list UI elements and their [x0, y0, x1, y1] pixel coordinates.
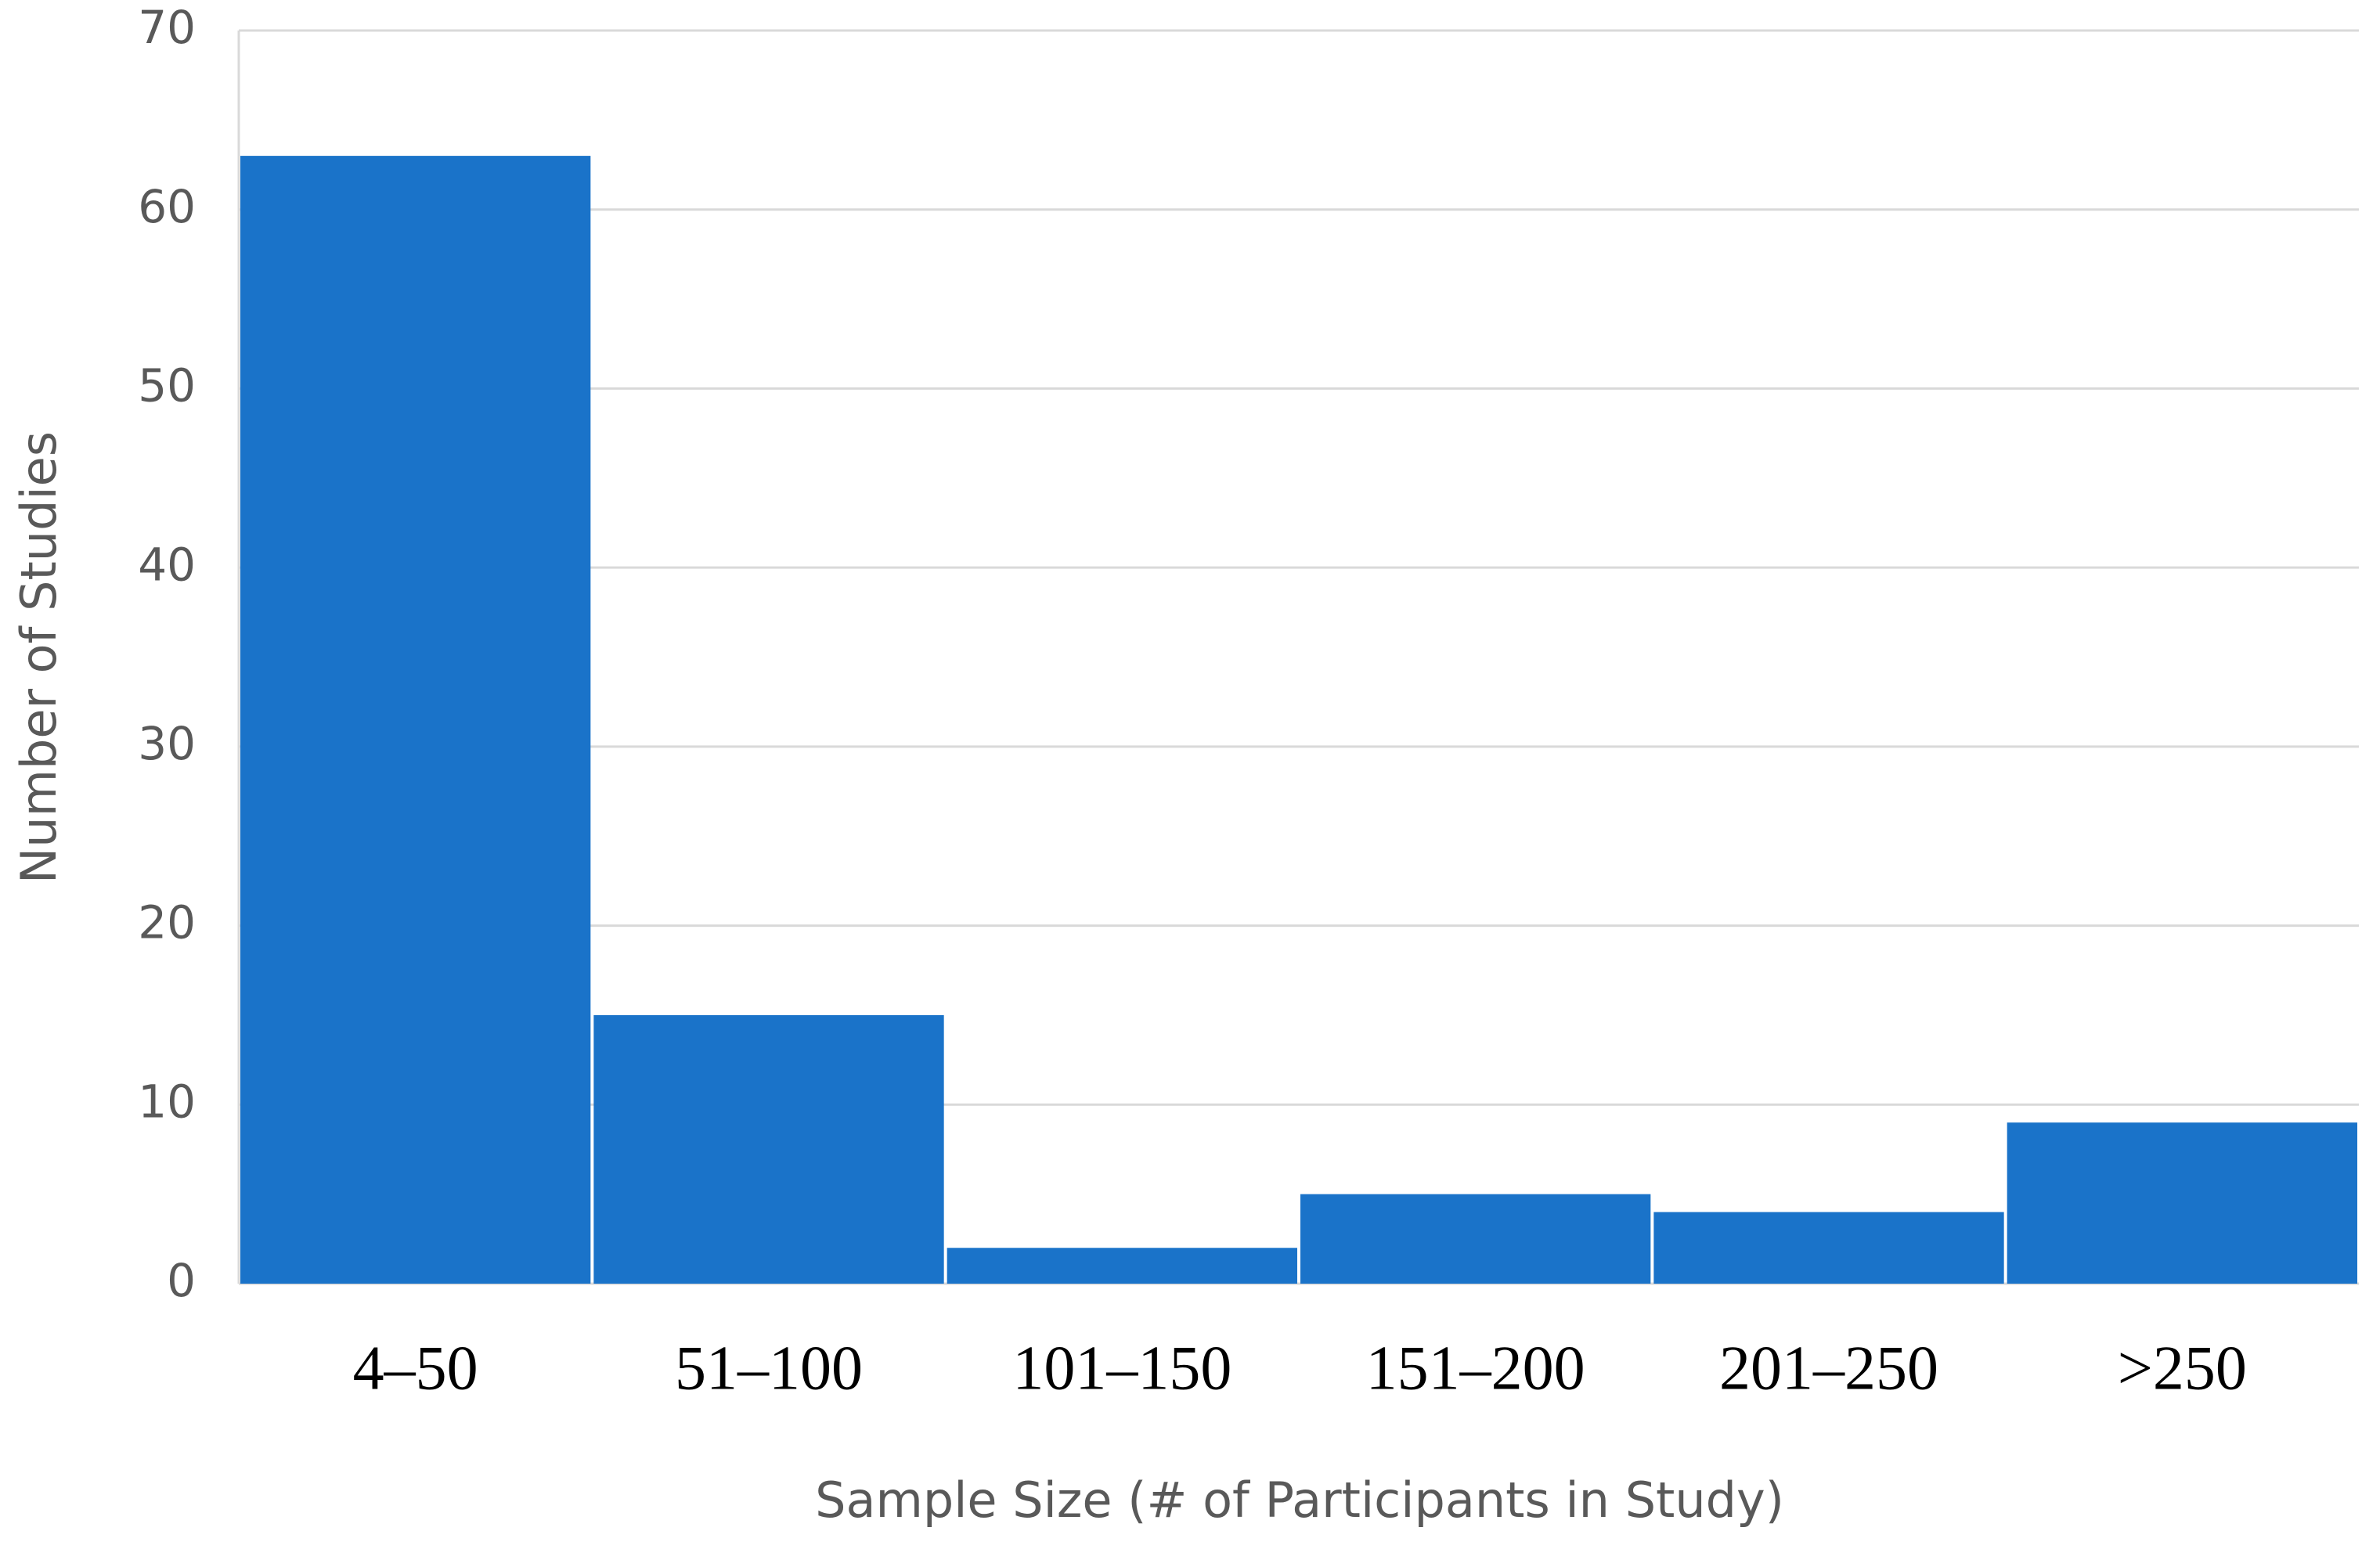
y-tick-label: 70: [138, 1, 196, 54]
y-tick-label: 60: [138, 180, 196, 233]
bar: [593, 1014, 944, 1284]
x-tick-label: 201–250: [1719, 1334, 1938, 1403]
y-tick-label: 20: [138, 896, 196, 949]
x-tick-label: 4–50: [353, 1334, 478, 1403]
x-tick-label: 101–150: [1012, 1334, 1231, 1403]
bar: [2007, 1122, 2357, 1284]
y-tick-label: 50: [138, 359, 196, 412]
x-tick-label: 51–100: [675, 1334, 863, 1403]
x-axis-title: Sample Size (# of Participants in Study): [815, 1472, 1784, 1529]
y-axis-title: Number of Studies: [10, 431, 67, 884]
y-tick-label: 10: [138, 1075, 196, 1128]
y-tick-label: 40: [138, 538, 196, 591]
x-tick-label: 151–200: [1366, 1334, 1585, 1403]
y-tick-label: 0: [167, 1254, 196, 1307]
x-tick-label: >250: [2118, 1334, 2247, 1403]
bar: [1300, 1194, 1651, 1284]
y-tick-label: 30: [138, 717, 196, 770]
bar: [947, 1248, 1297, 1284]
bar: [1653, 1212, 2004, 1284]
bar: [240, 156, 591, 1284]
